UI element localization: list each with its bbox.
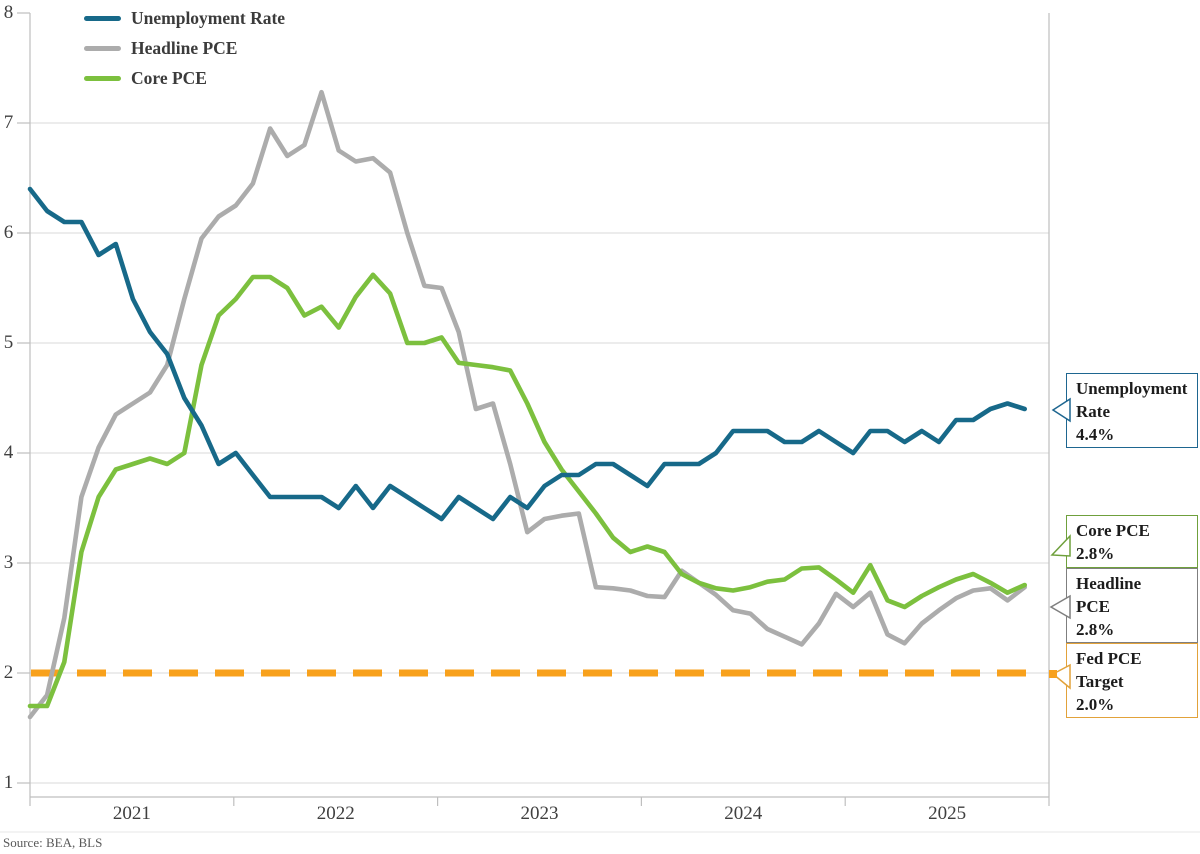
y-axis-tick-label: 6: [3, 222, 14, 243]
legend-label-headline-pce: Headline PCE: [131, 37, 238, 58]
legend-item-core-pce: Core PCE: [84, 63, 285, 93]
y-axis-tick-label: 1: [3, 772, 14, 793]
legend-item-headline-pce: Headline PCE: [84, 33, 285, 63]
callout-value: 4.4%: [1076, 425, 1115, 444]
x-axis-tick-label: 2022: [316, 803, 355, 824]
y-axis-tick-label: 5: [3, 332, 14, 353]
callout-label: Core PCE: [1076, 521, 1150, 540]
callout-label: Fed PCE: [1076, 649, 1142, 668]
callout-label: Headline: [1076, 574, 1142, 593]
callout-label: PCE: [1076, 597, 1110, 616]
y-axis-tick-label: 8: [3, 2, 14, 23]
y-axis-tick-label: 2: [3, 662, 14, 683]
callout-value: 2.0%: [1076, 695, 1115, 714]
callout-label: Target: [1076, 672, 1124, 691]
callout-label: Unemployment: [1076, 379, 1188, 398]
legend-label-core-pce: Core PCE: [131, 67, 207, 88]
callout-core-pce: Core PCE 2.8%: [1066, 515, 1198, 568]
source-note: Source: BEA, BLS: [3, 835, 103, 850]
y-axis-tick-label: 4: [3, 442, 14, 463]
callout-value: 2.8%: [1076, 620, 1115, 639]
x-axis-tick-label: 2025: [928, 803, 967, 824]
callout-fed-pce-target: Fed PCE Target 2.0%: [1066, 643, 1198, 718]
legend-swatch-unemployment-rate: [84, 15, 121, 21]
legend-item-unemployment-rate: Unemployment Rate: [84, 3, 285, 33]
legend-label-unemployment-rate: Unemployment Rate: [131, 7, 286, 28]
y-axis-tick-label: 3: [3, 552, 14, 573]
callout-label: Rate: [1076, 402, 1110, 421]
x-axis-tick-label: 2023: [520, 803, 559, 824]
chart-legend: Unemployment Rate Headline PCE Core PCE: [84, 3, 285, 93]
legend-swatch-core-pce: [84, 75, 121, 81]
callout-headline-pce: Headline PCE 2.8%: [1066, 568, 1198, 643]
callout-value: 2.8%: [1076, 544, 1115, 563]
x-axis-tick-label: 2021: [112, 803, 151, 824]
callout-unemployment-rate: Unemployment Rate 4.4%: [1066, 373, 1198, 448]
x-axis-tick-label: 2024: [724, 803, 763, 824]
y-axis-tick-label: 7: [3, 112, 14, 133]
legend-swatch-headline-pce: [84, 45, 121, 51]
